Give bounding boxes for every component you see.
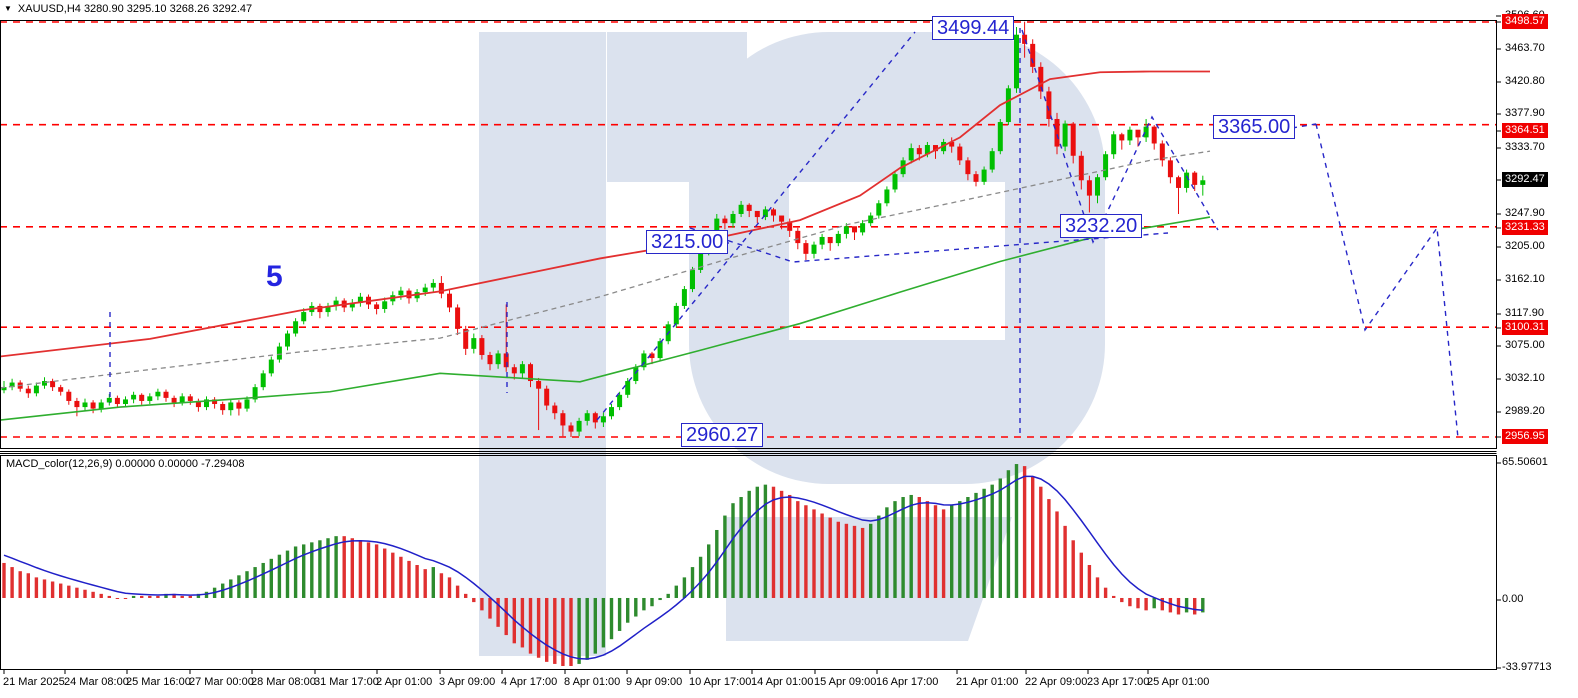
time-label: 23 Apr 17:00 bbox=[1087, 676, 1150, 688]
trend-drawing-line[interactable] bbox=[1315, 123, 1459, 439]
time-label: 31 Mar 17:00 bbox=[314, 676, 379, 688]
price-tick-label: 3162.10 bbox=[1505, 273, 1545, 285]
level-price-chip: 3100.31 bbox=[1502, 320, 1548, 335]
macd-tick-label: 65.50601 bbox=[1502, 456, 1548, 468]
time-label: 4 Apr 17:00 bbox=[501, 676, 558, 688]
time-label: 3 Apr 09:00 bbox=[439, 676, 496, 688]
trend-drawing-line[interactable] bbox=[1021, 29, 1219, 244]
current-price-chip: 3292.47 bbox=[1502, 172, 1548, 187]
level-price-chip: 3498.57 bbox=[1502, 14, 1548, 29]
price-tick-label: 3333.70 bbox=[1505, 141, 1545, 153]
time-label: 10 Apr 17:00 bbox=[689, 676, 752, 688]
price-tick-label: 3420.80 bbox=[1505, 75, 1545, 87]
price-annotation-label[interactable]: 3232.20 bbox=[1060, 214, 1143, 238]
price-tick-label: 3247.90 bbox=[1505, 207, 1545, 219]
trend-drawing-line[interactable] bbox=[1291, 123, 1317, 129]
price-annotation-label[interactable]: 3365.00 bbox=[1213, 115, 1296, 139]
symbol-dropdown-icon[interactable]: ▼ bbox=[4, 4, 12, 13]
time-label: 21 Apr 01:00 bbox=[956, 676, 1019, 688]
macd-tick-label: 0.00 bbox=[1502, 593, 1524, 605]
time-label: 21 Mar 2025 bbox=[3, 676, 65, 688]
time-label: 28 Mar 08:00 bbox=[251, 676, 316, 688]
chart-header: ▼ XAUUSD,H4 3280.90 3295.10 3268.26 3292… bbox=[4, 3, 252, 15]
macd-panel-border bbox=[0, 455, 1497, 670]
macd-indicator-label: MACD_color(12,26,9) 0.00000 0.00000 -7.2… bbox=[6, 458, 245, 470]
symbol-ohlc-title: XAUUSD,H4 3280.90 3295.10 3268.26 3292.4… bbox=[17, 3, 253, 15]
time-label: 27 Mar 00:00 bbox=[189, 676, 254, 688]
time-label: 22 Apr 09:00 bbox=[1025, 676, 1088, 688]
price-tick-label: 3075.00 bbox=[1505, 339, 1545, 351]
time-label: 25 Apr 01:00 bbox=[1147, 676, 1210, 688]
level-price-chip: 2956.95 bbox=[1502, 429, 1548, 444]
price-tick-label: 2989.20 bbox=[1505, 405, 1545, 417]
price-tick-label: 3205.00 bbox=[1505, 240, 1545, 252]
main-chart-border bbox=[0, 20, 1497, 449]
time-label: 16 Apr 17:00 bbox=[876, 676, 939, 688]
macd-histogram bbox=[2, 464, 1205, 666]
time-label: 8 Apr 01:00 bbox=[564, 676, 621, 688]
price-tick-label: 3377.90 bbox=[1505, 107, 1545, 119]
price-annotation-label[interactable]: 3499.44 bbox=[932, 16, 1015, 40]
time-label: 2 Apr 01:00 bbox=[376, 676, 433, 688]
watermark-logo bbox=[479, 32, 1105, 656]
price-tick-label: 3117.90 bbox=[1505, 307, 1544, 319]
time-label: 14 Apr 01:00 bbox=[751, 676, 814, 688]
trend-drawing-line[interactable] bbox=[596, 31, 916, 421]
price-tick-label: 3032.10 bbox=[1505, 372, 1545, 384]
macd-tick-label: -33.97713 bbox=[1502, 661, 1552, 673]
time-label: 25 Mar 16:00 bbox=[126, 676, 191, 688]
price-annotation-label[interactable]: 3215.00 bbox=[646, 230, 729, 254]
ma-fast-red-line bbox=[0, 70, 1210, 358]
time-label: 15 Apr 09:00 bbox=[814, 676, 877, 688]
time-label: 9 Apr 09:00 bbox=[626, 676, 683, 688]
elliott-wave-number[interactable]: 5 bbox=[266, 260, 283, 293]
level-price-chip: 3231.33 bbox=[1502, 220, 1548, 235]
macd-signal-line bbox=[3, 475, 1203, 660]
price-annotation-label[interactable]: 2960.27 bbox=[681, 423, 764, 447]
time-label: 24 Mar 08:00 bbox=[64, 676, 129, 688]
level-price-chip: 3364.51 bbox=[1502, 123, 1548, 138]
price-tick-label: 3463.70 bbox=[1505, 42, 1545, 54]
ma-slow-green-line bbox=[0, 216, 1211, 421]
